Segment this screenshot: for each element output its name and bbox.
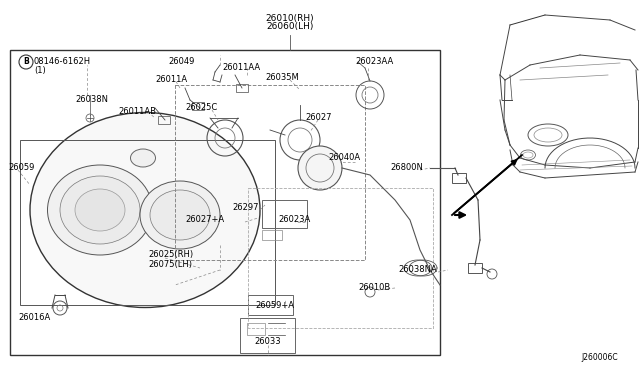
Bar [158, 116, 170, 124]
Text: 26038NA: 26038NA [398, 266, 436, 275]
Bar [175, 85, 365, 260]
Text: B: B [23, 58, 29, 67]
Text: 26075(LH): 26075(LH) [148, 260, 192, 269]
Text: 26027+A: 26027+A [185, 215, 224, 224]
Text: 26038N: 26038N [75, 96, 108, 105]
Text: 26010(RH): 26010(RH) [266, 13, 314, 22]
Bar [192, 102, 204, 110]
Text: J260006C: J260006C [581, 353, 618, 362]
Text: 26060(LH): 26060(LH) [266, 22, 314, 32]
Ellipse shape [75, 189, 125, 231]
Bar [262, 230, 282, 240]
Bar [468, 263, 482, 273]
Text: 26023AA: 26023AA [355, 58, 393, 67]
Text: 26010B: 26010B [358, 283, 390, 292]
Text: 26025C: 26025C [185, 103, 217, 112]
Text: 26025(RH): 26025(RH) [148, 250, 193, 260]
Bar [236, 84, 248, 92]
Text: 08146-6162H: 08146-6162H [34, 58, 91, 67]
Text: 26040A: 26040A [328, 154, 360, 163]
Text: 26800N: 26800N [390, 164, 423, 173]
Text: 26059+A: 26059+A [255, 301, 294, 310]
Bar [10, 50, 440, 355]
Bar [452, 173, 466, 183]
Text: 26011A: 26011A [155, 76, 187, 84]
Circle shape [298, 146, 342, 190]
Text: 26011AA: 26011AA [222, 64, 260, 73]
Text: 26016A: 26016A [18, 314, 51, 323]
Text: 26027: 26027 [305, 113, 332, 122]
Bar [240, 318, 295, 353]
Text: (1): (1) [34, 67, 45, 76]
Text: 26033: 26033 [255, 337, 282, 346]
Bar [248, 295, 293, 315]
Text: 26059: 26059 [8, 164, 35, 173]
Bar [248, 188, 433, 328]
Ellipse shape [140, 181, 220, 249]
Ellipse shape [60, 176, 140, 244]
Text: 26011AB: 26011AB [118, 108, 156, 116]
Text: 26049: 26049 [168, 58, 195, 67]
Text: 26035M: 26035M [265, 74, 299, 83]
Bar [247, 323, 265, 335]
Ellipse shape [150, 190, 210, 240]
Bar [262, 200, 307, 228]
Text: 26023A: 26023A [278, 215, 310, 224]
Ellipse shape [131, 149, 156, 167]
Bar [20, 140, 275, 305]
Ellipse shape [30, 112, 260, 308]
Text: 26297: 26297 [232, 203, 259, 212]
Ellipse shape [47, 165, 152, 255]
